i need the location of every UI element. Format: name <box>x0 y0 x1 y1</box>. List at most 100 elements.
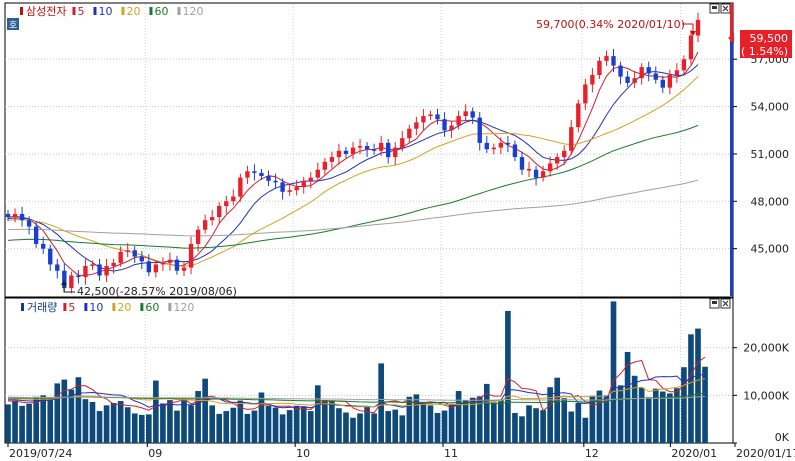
volume-bar <box>75 377 82 443</box>
volume-bar <box>476 396 483 443</box>
volume-bar <box>68 389 75 443</box>
volume-bar <box>33 396 39 443</box>
legend-label: 20 <box>117 301 131 314</box>
x-axis-labels: 2019/07/24 09 10 11 12 2020/01 2020/01/17 <box>7 443 795 460</box>
volume-bar <box>188 405 194 443</box>
candle <box>33 221 39 248</box>
candle <box>231 189 236 206</box>
candle <box>449 121 454 139</box>
volume-bar <box>244 413 251 443</box>
volume-bar <box>322 400 328 443</box>
volume-bar <box>399 415 406 443</box>
volume-bar <box>329 401 335 443</box>
candle <box>19 206 25 227</box>
candle <box>428 110 433 121</box>
candle <box>343 146 349 158</box>
volume-bar <box>455 391 462 443</box>
candle <box>97 258 102 281</box>
candle <box>512 140 518 162</box>
candle <box>653 66 658 84</box>
volume-bar <box>491 402 497 443</box>
volume-bar <box>589 395 596 443</box>
volume-bar <box>174 410 180 443</box>
candle <box>217 202 222 224</box>
x-tick-label: 12 <box>585 447 599 460</box>
candle <box>111 258 116 274</box>
candle <box>153 260 159 278</box>
volume-bar <box>582 417 589 443</box>
candle <box>139 251 144 270</box>
candle <box>393 142 398 165</box>
volume-bar <box>181 400 187 443</box>
volume-bar <box>385 411 392 443</box>
volume-bar <box>448 403 455 443</box>
volume-bar <box>138 414 145 443</box>
legend-label: 120 <box>182 5 203 18</box>
legend-swatch <box>84 303 88 311</box>
volume-bar <box>336 408 342 443</box>
volume-bar <box>47 398 54 443</box>
candle <box>674 63 680 83</box>
candle <box>555 153 560 170</box>
volume-bar <box>617 385 624 443</box>
volume-bar <box>681 367 687 443</box>
volume-bar <box>674 388 680 443</box>
price-tick-label: 51,000 <box>751 148 790 161</box>
candle <box>604 50 609 67</box>
side-toggle-icon[interactable]: 호 <box>7 18 19 31</box>
legend-label: 10 <box>89 301 103 314</box>
candle <box>322 157 328 175</box>
candle <box>26 216 32 235</box>
candle <box>618 61 623 85</box>
candle <box>400 131 405 152</box>
volume-tick-label: 10,000K <box>743 389 789 402</box>
current-price-tag: 59,500 ( 1.54%) <box>728 30 792 58</box>
volume-bar <box>237 400 244 443</box>
volume-bar <box>392 409 399 443</box>
volume-bar <box>631 375 638 443</box>
candle <box>491 143 496 155</box>
volume-bar <box>103 405 110 443</box>
candle <box>245 165 250 185</box>
volume-bar <box>300 406 307 443</box>
legend-label: 5 <box>68 301 75 314</box>
volume-bar <box>279 414 286 443</box>
candle <box>301 176 306 194</box>
candle <box>181 262 187 276</box>
volume-bar <box>659 391 666 443</box>
volume-bar <box>61 379 68 443</box>
candle <box>533 165 539 186</box>
price-tick-label: 45,000 <box>751 243 790 256</box>
x-tick-label: 09 <box>148 447 162 460</box>
svg-text:호: 호 <box>9 20 17 31</box>
candle <box>5 209 11 222</box>
volume-bar <box>652 388 659 443</box>
volume-panel-controls <box>709 298 731 309</box>
volume-bar <box>293 405 300 443</box>
candle <box>646 61 651 82</box>
candle <box>470 107 475 125</box>
candle <box>611 48 616 73</box>
candle <box>266 170 271 186</box>
legend-label: 120 <box>173 301 194 314</box>
candle <box>224 195 229 214</box>
volume-bar <box>371 413 377 443</box>
high-annotation-text: 59,700(0.34% 2020/01/10) <box>536 18 685 31</box>
candle <box>562 145 567 165</box>
candle <box>259 168 264 180</box>
price-legend-title: 삼성전자 <box>26 5 66 18</box>
volume-bar <box>540 410 546 443</box>
volume-ma-5 <box>7 356 706 414</box>
legend-label: 60 <box>154 5 168 18</box>
candle <box>188 236 194 275</box>
price-tick-label: 48,000 <box>751 195 790 208</box>
volume-bar <box>89 402 96 443</box>
volume-bar <box>533 408 539 443</box>
candle <box>287 184 292 196</box>
legend-swatch <box>168 303 172 311</box>
candle <box>202 214 208 234</box>
candle <box>442 112 447 137</box>
volume-bar <box>575 402 582 443</box>
volume-bar <box>195 391 201 443</box>
volume-tick-label: 20,000K <box>743 342 789 355</box>
